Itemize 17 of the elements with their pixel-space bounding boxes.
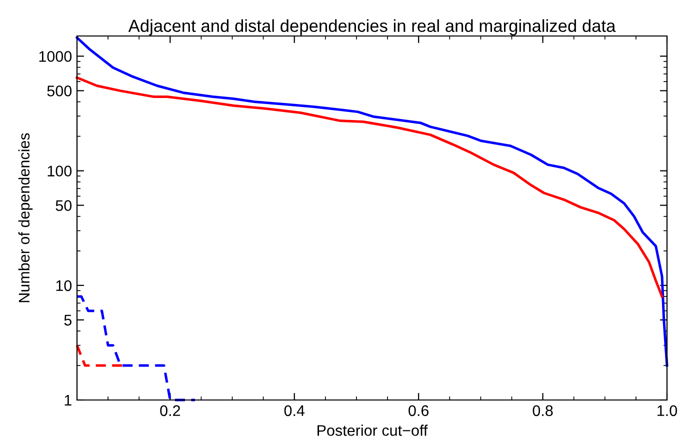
x-tick-label: 0.4 bbox=[284, 405, 305, 416]
chart-title: Adjacent and distal dependencies in real and marginalized data bbox=[128, 19, 616, 36]
x-tick-label: 0.6 bbox=[408, 405, 429, 416]
y-tick-label: 100 bbox=[48, 166, 72, 176]
y-tick-label: 10 bbox=[56, 280, 72, 292]
x-tick-label: 0.2 bbox=[160, 405, 180, 416]
x-axis-title: Posterior cut−off bbox=[318, 424, 428, 436]
y-tick-label: 5 bbox=[64, 314, 72, 326]
y-tick-label: 1 bbox=[64, 395, 72, 406]
y-tick-label: 500 bbox=[47, 86, 72, 96]
y-tick-label: 1000 bbox=[39, 51, 72, 62]
line-series bbox=[76, 76, 664, 298]
x-tick-label: 0.8 bbox=[532, 405, 553, 416]
y-axis-title: Number of dependencies bbox=[18, 133, 33, 302]
y-tick-label: 50 bbox=[56, 200, 72, 211]
x-tick-label: 1.0 bbox=[658, 405, 678, 416]
line-series bbox=[76, 295, 196, 402]
